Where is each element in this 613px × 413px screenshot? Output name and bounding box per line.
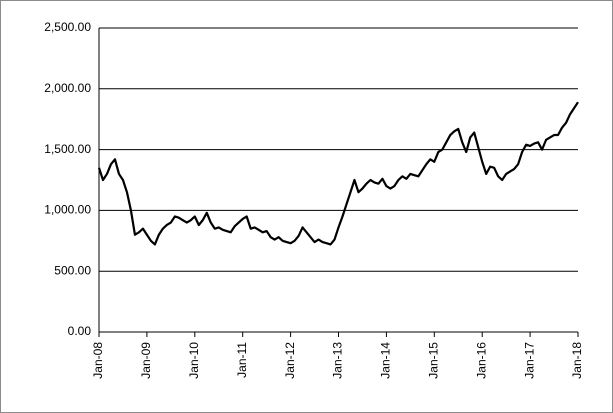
- x-tick-label: Jan-15: [426, 342, 440, 379]
- x-tick-label: Jan-17: [522, 342, 536, 379]
- x-tick-label: Jan-18: [570, 342, 584, 379]
- data-line: [97, 101, 579, 246]
- x-tick-label: Jan-10: [187, 342, 201, 379]
- y-tick-label: 2,000.00: [44, 81, 91, 95]
- x-tick-label: Jan-14: [379, 342, 393, 379]
- x-tick-label: Jan-09: [139, 342, 153, 379]
- y-tick-label: 500.00: [54, 263, 91, 277]
- x-tick-label: Jan-11: [235, 342, 249, 378]
- y-tick-label: 2,500.00: [44, 20, 91, 34]
- x-tick-label: Jan-08: [91, 342, 105, 379]
- y-tick-label: 0.00: [68, 324, 92, 338]
- y-tick-label: 1,000.00: [44, 203, 91, 217]
- x-tick-label: Jan-12: [283, 342, 297, 379]
- y-tick-label: 1,500.00: [44, 142, 91, 156]
- x-tick-label: Jan-13: [331, 342, 345, 379]
- x-tick-label: Jan-16: [474, 342, 488, 379]
